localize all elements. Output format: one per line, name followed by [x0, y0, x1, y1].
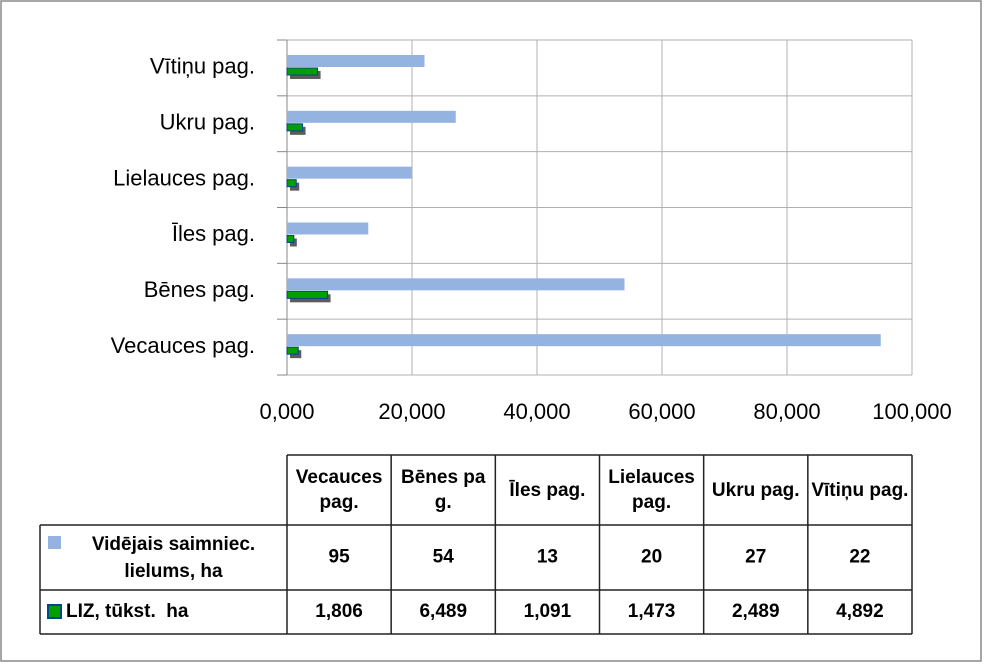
table-header-cell: Vecauces pag.: [295, 467, 383, 513]
y-tick-label: Vītiņu pag.: [150, 54, 255, 79]
table-cell: 22: [849, 547, 870, 568]
legend-label: LIZ, tūkst. ha: [66, 601, 189, 622]
bar: [286, 67, 319, 76]
x-tick-label: 20,000: [378, 399, 445, 424]
y-tick-label: Īles pag.: [172, 221, 255, 246]
table-cell: 1,473: [628, 601, 676, 622]
table-cell: 20: [641, 547, 662, 568]
table-header-text: Lielauces pag.: [608, 467, 695, 513]
bar: [287, 110, 456, 123]
table-header-cell: Bēnes pag.: [400, 467, 486, 513]
y-tick-label: Vecauces pag.: [111, 333, 255, 358]
table-cell: 1,806: [315, 601, 363, 622]
table-header-text: Vecauces pag.: [295, 467, 383, 513]
table-header-cell: Lielauces pag.: [608, 467, 695, 513]
table-row-header: Vidējais saimniec. lielums, ha: [91, 533, 256, 582]
table-cell: 13: [537, 547, 558, 568]
table-cell: 1,091: [524, 601, 572, 622]
table-header-cell: Ukru pag.: [711, 479, 800, 501]
bar: [286, 290, 329, 299]
bar: [286, 235, 295, 243]
x-tick-label: 40,000: [503, 399, 570, 424]
legend-key: [48, 536, 61, 549]
bar: [286, 123, 304, 132]
y-tick-label: Ukru pag.: [160, 110, 255, 135]
legend-key: [47, 604, 62, 619]
x-tick-label: 100,000: [872, 399, 952, 424]
bar: [286, 179, 297, 188]
x-tick-label: 60,000: [628, 399, 695, 424]
table-header-cell: Vītiņu pag.: [811, 479, 909, 501]
table-cell: 54: [433, 547, 455, 568]
table-header-cell: Īles pag.: [509, 479, 586, 501]
table-cell: 4,892: [836, 601, 884, 622]
legend-label: Vidējais saimniec. lielums, ha: [91, 533, 256, 582]
x-tick-label: 0,000: [259, 399, 314, 424]
y-tick-label: Lielauces pag.: [113, 165, 255, 190]
table-cell: 6,489: [419, 601, 467, 622]
table-header-text: Īles pag.: [509, 479, 586, 501]
bar: [287, 222, 369, 235]
bar: [286, 346, 299, 355]
table-header-text: Vītiņu pag.: [811, 479, 909, 501]
bar: [287, 334, 881, 347]
table-header-text: Bēnes pag.: [400, 467, 486, 513]
bar: [287, 278, 625, 291]
table-cell: 2,489: [732, 601, 780, 622]
bar: [287, 166, 412, 179]
table-cell: 95: [329, 547, 351, 568]
bar: [287, 55, 425, 67]
table-header-text: Ukru pag.: [711, 479, 800, 501]
x-tick-label: 80,000: [753, 399, 820, 424]
table-cell: 27: [745, 547, 766, 568]
y-tick-label: Bēnes pag.: [144, 277, 255, 302]
